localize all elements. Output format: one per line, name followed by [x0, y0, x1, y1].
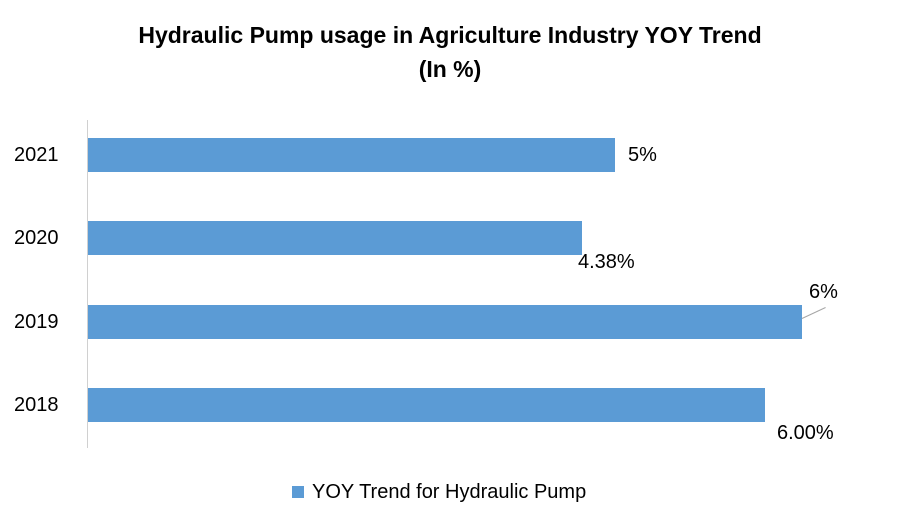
- bar-2019: [88, 305, 802, 339]
- bar-2021: [88, 138, 615, 172]
- bar-2018: [88, 388, 765, 422]
- category-label: 2020: [14, 227, 59, 249]
- category-axis-line: [87, 120, 88, 448]
- category-label: 2019: [14, 311, 59, 333]
- legend-swatch-icon: [292, 486, 304, 498]
- data-label: 6%: [809, 281, 838, 303]
- leader-line: [801, 307, 826, 319]
- legend-label: YOY Trend for Hydraulic Pump: [312, 481, 587, 503]
- data-label: 4.38%: [578, 251, 635, 273]
- chart-title: Hydraulic Pump usage in Agriculture Indu…: [138, 22, 762, 48]
- category-label: 2021: [14, 144, 59, 166]
- category-label: 2018: [14, 394, 59, 416]
- legend: YOY Trend for Hydraulic Pump: [292, 480, 586, 504]
- bar-2020: [88, 221, 582, 255]
- data-label: 5%: [628, 144, 657, 166]
- chart-subtitle: (In %): [418, 56, 482, 82]
- data-label: 6.00%: [777, 422, 834, 444]
